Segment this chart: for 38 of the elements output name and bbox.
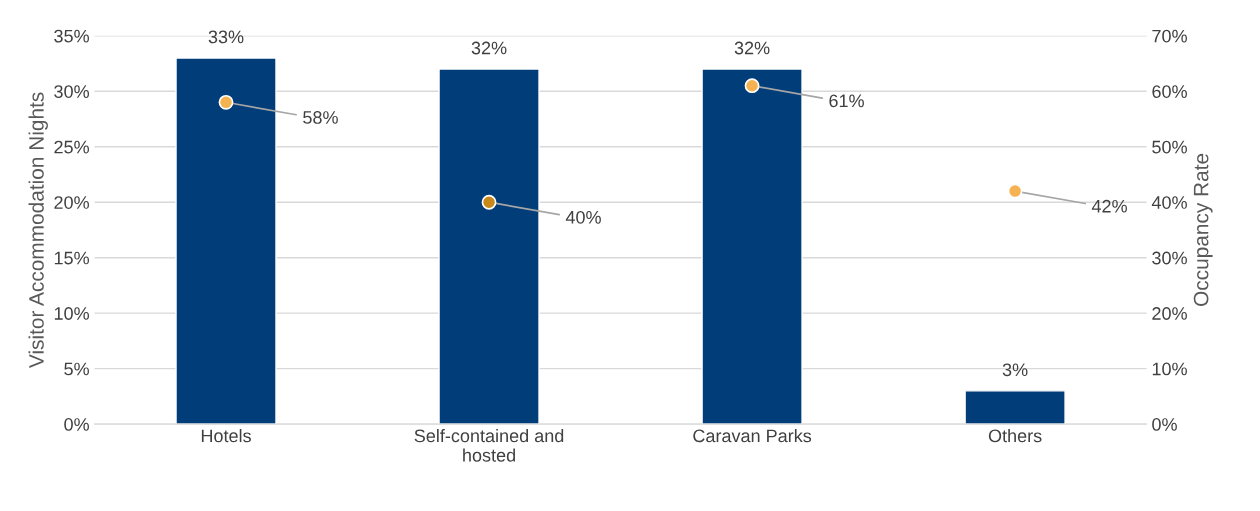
y-tick-label: 30%	[54, 85, 89, 98]
y-axis-title: Visitor Accommodation Nights	[28, 92, 48, 369]
point	[481, 194, 497, 210]
y2-tick-label: 70%	[1152, 29, 1187, 43]
y2-tick-label: 40%	[1151, 196, 1187, 209]
x-tick-label: Hotels	[201, 428, 251, 443]
data-label: 3%	[1002, 363, 1028, 377]
data-label: 32%	[734, 41, 770, 55]
y-tick-label: 35%	[54, 29, 89, 43]
bar	[175, 57, 277, 425]
y-tick-label: 0%	[64, 418, 89, 431]
bar	[701, 68, 803, 425]
point	[1007, 183, 1023, 199]
y-tick-label: 5%	[64, 362, 89, 376]
data-label: 32%	[471, 41, 507, 55]
y-tick-label: 20%	[54, 196, 89, 209]
data-label: 40%	[565, 210, 601, 224]
y-tick-label: 25%	[54, 140, 89, 154]
data-label: 33%	[208, 30, 244, 44]
data-label: 58%	[303, 111, 338, 124]
y2-tick-label: 30%	[1152, 251, 1187, 265]
x-tick-label: Self-contained and hosted	[414, 428, 564, 462]
point	[218, 94, 234, 110]
y2-tick-label: 10%	[1152, 362, 1187, 376]
data-label: 61%	[829, 94, 864, 108]
y2-tick-label: 50%	[1152, 140, 1187, 154]
y-tick-label: 15%	[54, 251, 89, 265]
x-tick-label: Caravan Parks	[693, 428, 812, 443]
data-label: 42%	[1091, 199, 1127, 213]
y-tick-label: 10%	[54, 307, 89, 320]
bar	[964, 390, 1066, 425]
y2-axis-title: Occupancy Rate	[1193, 153, 1213, 306]
x-tick-label: Others	[988, 428, 1042, 443]
bar	[438, 68, 540, 425]
y2-tick-label: 60%	[1152, 85, 1187, 98]
y2-tick-label: 20%	[1152, 307, 1187, 320]
y2-tick-label: 0%	[1152, 418, 1177, 431]
point	[744, 78, 760, 94]
